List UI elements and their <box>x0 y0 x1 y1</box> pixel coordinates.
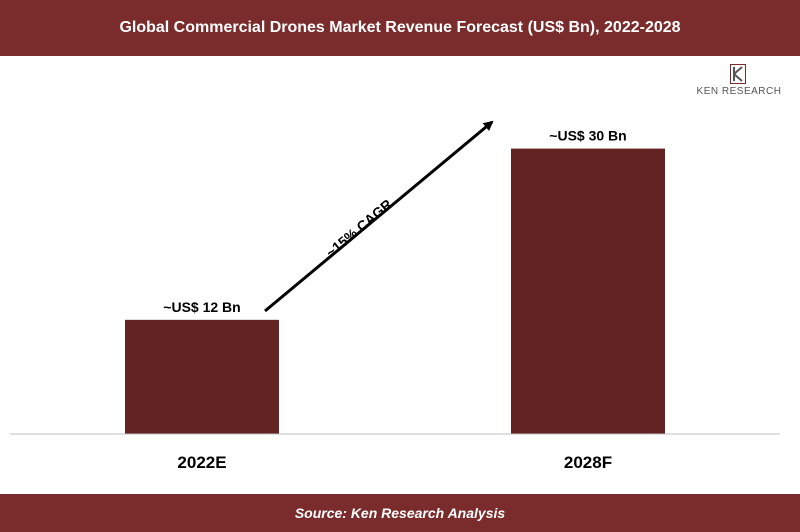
source-banner: Source: Ken Research Analysis <box>0 494 800 532</box>
cagr-arrow <box>264 120 494 313</box>
bar-2022E <box>125 319 279 434</box>
data-label-2022E: ~US$ 12 Bn <box>163 299 240 315</box>
cagr-annotation: ~15% CAGR <box>322 196 395 261</box>
chart-title-banner: Global Commercial Drones Market Revenue … <box>0 0 800 56</box>
x-tick-label-2028F: 2028F <box>564 453 612 472</box>
bar-chart: ~US$ 12 Bn 2022E ~US$ 30 Bn 2028F ~15% CAGR <box>10 120 780 472</box>
data-label-2028F: ~US$ 30 Bn <box>549 128 626 144</box>
chart-title: Global Commercial Drones Market Revenue … <box>119 19 681 36</box>
ken-research-logo: KEN RESEARCH <box>686 64 792 100</box>
bar-2028F <box>511 148 665 434</box>
logo-text: KEN RESEARCH <box>696 86 782 97</box>
ken-research-logo-icon <box>730 64 746 84</box>
source-text: Source: Ken Research Analysis <box>294 505 506 521</box>
x-tick-label-2022E: 2022E <box>177 453 226 472</box>
